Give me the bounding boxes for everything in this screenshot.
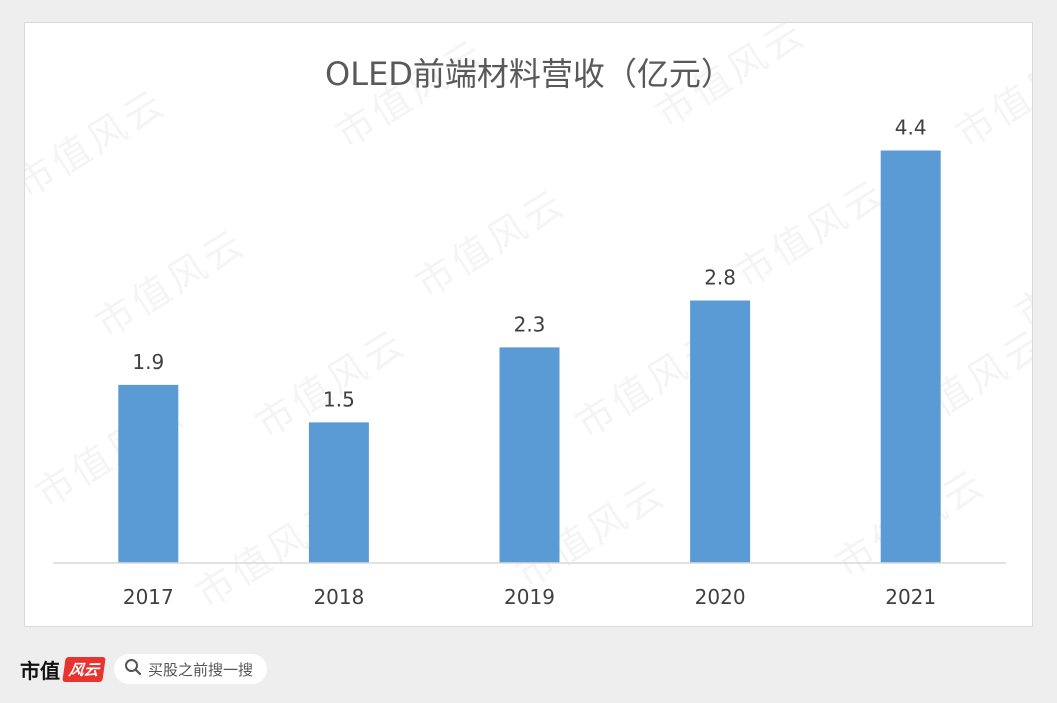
search-text: 买股之前搜一搜 — [148, 660, 254, 679]
data-label-2021: 4.4 — [895, 116, 927, 140]
x-tick-labels-group: 2017 2018 2019 2020 2021 — [123, 585, 936, 609]
search-icon — [124, 658, 142, 680]
data-label-2018: 1.5 — [323, 387, 355, 411]
chart-title: OLED前端材料营收（亿元） — [325, 55, 733, 93]
brand-logo: 市值 风云 — [20, 655, 106, 684]
bar-chart: OLED前端材料营收（亿元） 1.91.52.32.84.4 2017 2018 2… — [53, 55, 1006, 609]
data-labels-group: 1.9 1.5 2.3 2.8 4.4 — [132, 116, 926, 412]
data-label-2020: 2.8 — [704, 266, 736, 290]
brand-text: 市值 — [20, 658, 60, 683]
bars-group — [118, 150, 941, 563]
x-tick-label-2021: 2021 — [885, 585, 936, 609]
footer: 市值 风云 买股之前搜一搜 — [20, 652, 268, 686]
bar-2021 — [880, 150, 941, 563]
x-tick-label-2018: 2018 — [313, 585, 364, 609]
data-label-2017: 1.9 — [132, 350, 164, 374]
search-bar[interactable]: 买股之前搜一搜 — [114, 654, 268, 684]
x-tick-label-2019: 2019 — [504, 585, 555, 609]
chart-card: 市值风云市值风云市值风云市值风云市值风云市值风云市值风云市值风云市值风云市值风云… — [24, 22, 1033, 627]
bar-2018 — [308, 422, 369, 563]
x-tick-label-2020: 2020 — [695, 585, 746, 609]
bar-2019 — [499, 347, 560, 563]
bar-2017 — [118, 384, 179, 563]
bar-2020 — [690, 300, 751, 563]
data-label-2019: 2.3 — [514, 312, 546, 336]
brand-badge: 风云 — [62, 656, 106, 682]
x-tick-label-2017: 2017 — [123, 585, 174, 609]
